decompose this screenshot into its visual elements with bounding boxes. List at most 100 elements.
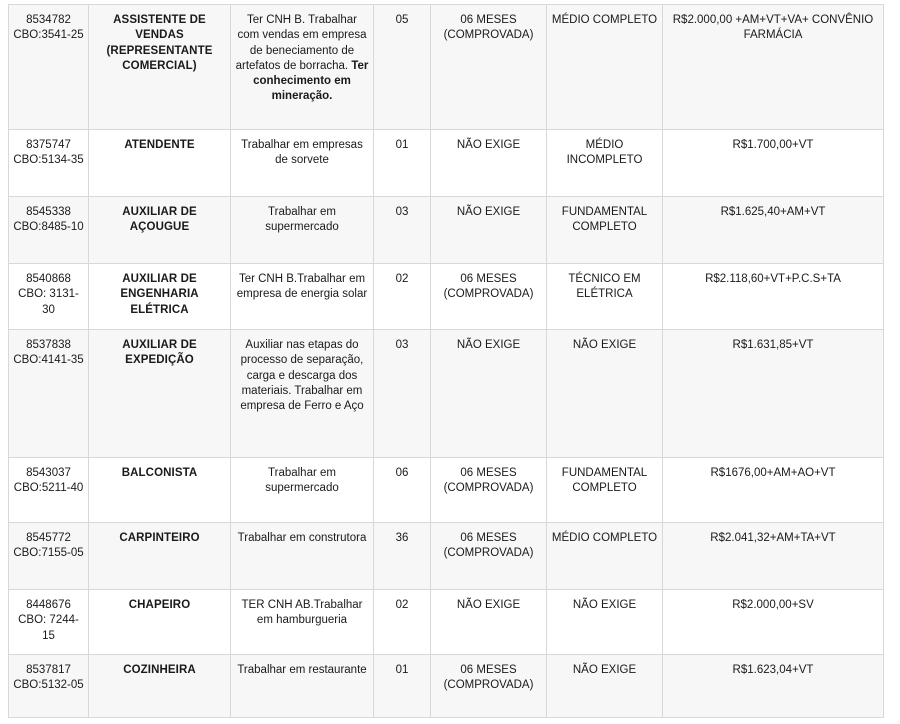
vacancy-id: 8537838 — [26, 339, 71, 351]
table-row: 8375747 CBO:5134-35 ATENDENTE Trabalhar em … — [8, 129, 884, 197]
cell-job-title: AUXILIAR DE ENGENHARIA ELÉTRICA — [88, 263, 231, 330]
vacancy-id: 8448676 — [26, 599, 71, 611]
cell-job-title: ASSISTENTE DE VENDAS (REPRESENTANTE COME… — [88, 4, 231, 130]
description-emphasis: Ter conhecimento em mineração. — [253, 59, 369, 103]
cbo-code: CBO: 7244-15 — [18, 614, 79, 642]
cell-salary: R$2.000,00+SV — [662, 589, 884, 655]
cell-salary: R$1.625,40+AM+VT — [662, 196, 884, 264]
cell-code: 8537817 CBO:5132-05 — [8, 654, 89, 718]
cell-salary: R$1.623,04+VT — [662, 654, 884, 718]
cell-description: Auxiliar nas etapas do processo de separ… — [230, 329, 374, 458]
cell-job-title: CHAPEIRO — [88, 589, 231, 655]
table-row: 8537838 CBO:4141-35 AUXILIAR DE EXPEDIÇÃO A… — [8, 329, 884, 458]
description-text: Auxiliar nas etapas do processo de separ… — [240, 339, 364, 413]
description-text: Trabalhar em supermercado — [265, 206, 339, 234]
cell-education: NÃO EXIGE — [546, 329, 663, 458]
description-text: Trabalhar em supermercado — [265, 467, 339, 495]
cell-experience: NÃO EXIGE — [430, 589, 547, 655]
cbo-code: CBO:5132-05 — [13, 679, 84, 692]
cell-experience: NÃO EXIGE — [430, 129, 547, 197]
cell-code: 8545338 CBO:8485-10 — [8, 196, 89, 264]
cell-education: TÉCNICO EM ELÉTRICA — [546, 263, 663, 330]
cell-openings-count: 36 — [373, 522, 431, 590]
table-row: 8537817 CBO:5132-05 COZINHEIRA Trabalhar em… — [8, 654, 884, 718]
cell-experience: NÃO EXIGE — [430, 196, 547, 264]
table-body: 8534782 CBO:3541-25 ASSISTENTE DE VENDAS (… — [8, 4, 884, 718]
cell-education: FUNDAMENTAL COMPLETO — [546, 457, 663, 523]
vacancy-id: 8534782 — [26, 14, 71, 26]
cell-salary: R$2.041,32+AM+TA+VT — [662, 522, 884, 590]
cbo-code: CBO:3541-25 — [13, 29, 84, 42]
cell-job-title: ATENDENTE — [88, 129, 231, 197]
table-row: 8545338 CBO:8485-10 AUXILIAR DE AÇOUGUE Tra… — [8, 196, 884, 264]
cbo-code: CBO: 3131-30 — [18, 288, 79, 316]
cell-openings-count: 03 — [373, 196, 431, 264]
cell-job-title: AUXILIAR DE AÇOUGUE — [88, 196, 231, 264]
cell-code: 8537838 CBO:4141-35 — [8, 329, 89, 458]
vacancy-id: 8545772 — [26, 532, 71, 544]
cell-experience: 06 MESES (COMPROVADA) — [430, 654, 547, 718]
table-row: 8543037 CBO:5211-40 BALCONISTA Trabalhar em… — [8, 457, 884, 523]
cell-description: Ter CNH B. Trabalhar com vendas em empre… — [230, 4, 374, 130]
cell-salary: R$1.700,00+VT — [662, 129, 884, 197]
cell-job-title: AUXILIAR DE EXPEDIÇÃO — [88, 329, 231, 458]
cell-openings-count: 02 — [373, 263, 431, 330]
cell-code: 8545772 CBO:7155-05 — [8, 522, 89, 590]
cell-code: 8534782 CBO:3541-25 — [8, 4, 89, 130]
cell-job-title: CARPINTEIRO — [88, 522, 231, 590]
cell-experience: 06 MESES (COMPROVADA) — [430, 522, 547, 590]
description-text: TER CNH AB.Trabalhar em hamburgueria — [241, 599, 363, 627]
cell-education: FUNDAMENTAL COMPLETO — [546, 196, 663, 264]
cell-experience: 06 MESES (COMPROVADA) — [430, 457, 547, 523]
description-text: Trabalhar em construtora — [237, 532, 367, 544]
description-text: Ter CNH B.Trabalhar em empresa de energi… — [236, 273, 368, 301]
table-row: 8448676 CBO: 7244-15 CHAPEIRO TER CNH AB.Tr… — [8, 589, 884, 655]
cell-code: 8375747 CBO:5134-35 — [8, 129, 89, 197]
vacancy-id: 8540868 — [26, 273, 71, 285]
cell-salary: R$2.118,60+VT+P.C.S+TA — [662, 263, 884, 330]
cbo-code: CBO:5211-40 — [13, 482, 84, 495]
cell-openings-count: 03 — [373, 329, 431, 458]
cell-description: Ter CNH B.Trabalhar em empresa de energi… — [230, 263, 374, 330]
vacancy-id: 8375747 — [26, 139, 71, 151]
cell-education: NÃO EXIGE — [546, 654, 663, 718]
vacancy-id: 8543037 — [26, 467, 71, 479]
description-text: Ter CNH B. Trabalhar com vendas em empre… — [235, 14, 367, 72]
cell-education: MÉDIO COMPLETO — [546, 4, 663, 130]
cell-description: TER CNH AB.Trabalhar em hamburgueria — [230, 589, 374, 655]
cbo-code: CBO:4141-35 — [13, 354, 84, 367]
table-row: 8545772 CBO:7155-05 CARPINTEIRO Trabalhar e… — [8, 522, 884, 590]
description-text: Trabalhar em empresas de sorvete — [241, 139, 363, 167]
cell-description: Trabalhar em construtora — [230, 522, 374, 590]
cell-job-title: COZINHEIRA — [88, 654, 231, 718]
cell-openings-count: 02 — [373, 589, 431, 655]
table-row: 8540868 CBO: 3131-30 AUXILIAR DE ENGENHARI… — [8, 263, 884, 330]
cell-code: 8448676 CBO: 7244-15 — [8, 589, 89, 655]
vacancy-id: 8545338 — [26, 206, 71, 218]
cell-description: Trabalhar em empresas de sorvete — [230, 129, 374, 197]
cell-education: MÉDIO INCOMPLETO — [546, 129, 663, 197]
cbo-code: CBO:7155-05 — [13, 547, 84, 560]
cbo-code: CBO:8485-10 — [13, 221, 84, 234]
cell-description: Trabalhar em supermercado — [230, 457, 374, 523]
cell-experience: 06 MESES (COMPROVADA) — [430, 263, 547, 330]
cell-description: Trabalhar em restaurante — [230, 654, 374, 718]
description-text: Trabalhar em restaurante — [237, 664, 367, 676]
cell-experience: NÃO EXIGE — [430, 329, 547, 458]
cell-openings-count: 01 — [373, 129, 431, 197]
cell-job-title: BALCONISTA — [88, 457, 231, 523]
cell-education: MÉDIO COMPLETO — [546, 522, 663, 590]
job-vacancies-table: 8534782 CBO:3541-25 ASSISTENTE DE VENDAS (… — [8, 4, 884, 718]
cell-salary: R$1676,00+AM+AO+VT — [662, 457, 884, 523]
cell-openings-count: 01 — [373, 654, 431, 718]
vacancy-id: 8537817 — [26, 664, 71, 676]
cell-openings-count: 06 — [373, 457, 431, 523]
cell-salary: R$1.631,85+VT — [662, 329, 884, 458]
cell-experience: 06 MESES (COMPROVADA) — [430, 4, 547, 130]
cell-description: Trabalhar em supermercado — [230, 196, 374, 264]
cell-code: 8543037 CBO:5211-40 — [8, 457, 89, 523]
table-row: 8534782 CBO:3541-25 ASSISTENTE DE VENDAS (… — [8, 4, 884, 130]
cell-openings-count: 05 — [373, 4, 431, 130]
cell-code: 8540868 CBO: 3131-30 — [8, 263, 89, 330]
